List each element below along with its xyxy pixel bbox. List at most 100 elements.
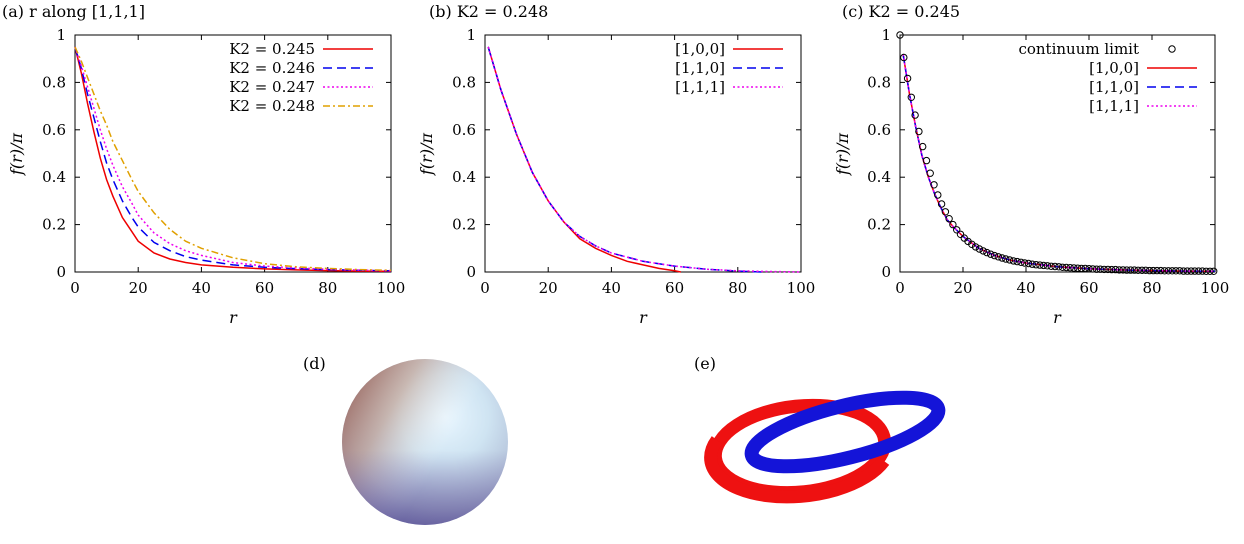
chart2-continuum-point [1119,266,1127,274]
chart2-continuum-point [1032,261,1040,269]
chart1-xtick-label: 80 [728,279,747,297]
chart0-ytick-label: 1 [56,26,66,44]
chart2-continuum-point [968,240,976,249]
chart2-continuum-point [1130,266,1139,274]
chart1-ytick-label: 0.2 [452,216,476,234]
chart0-ytick-label: 0.2 [42,216,66,234]
chart2-continuum-point [1134,266,1142,274]
chart0-xtick-label: 60 [255,279,274,297]
chart1-series-0-line [487,46,682,273]
chart2-continuum-point [1089,265,1097,273]
sphere-bottom-shading [342,359,508,525]
chart2-continuum-point [1149,266,1158,275]
chart2-continuum-point [896,31,904,39]
chart2-continuum-point [1179,267,1188,275]
chart1-legend-label: [1,1,0] [675,59,725,77]
chart2-continuum-point [1036,261,1044,269]
panel-e-label: (e) [694,354,716,373]
chart0-series-3-line [74,46,392,272]
chart1-ytick-label: 0.4 [452,168,476,186]
chart1-ytick-label: 0.6 [452,121,476,139]
chart1-xtick-label: 40 [602,279,621,297]
chart2-legend-label: [1,1,1] [1089,97,1139,115]
chart2-continuum-point [1017,258,1025,266]
chart2-ytick-label: 0 [881,263,891,281]
chart2-continuum-point [1206,267,1214,275]
chart2-continuum-point [1096,265,1105,273]
chart2-legend-marker [1168,45,1176,53]
chart2-continuum-point [930,181,938,189]
chart0-xtick-label: 0 [70,279,80,297]
chart2-continuum-point [903,74,912,83]
chart2-ytick-label: 1 [881,26,891,44]
chart2-continuum-point [915,127,923,136]
chart2-continuum-point [1198,267,1207,275]
red-ring-front [704,436,890,504]
chart2-continuum-point [994,253,1002,261]
chart2-frame [899,34,1216,273]
chart2-xtick-label: 80 [1142,279,1161,297]
chart1-series-1-line [487,46,764,273]
chart2-continuum-point [1039,261,1048,270]
chart2-continuum-point [1138,266,1146,274]
chart0-series-2-line [74,46,392,272]
chart2-continuum-point [990,251,999,260]
panel-d-label: (d) [303,354,326,373]
chart2-continuum-point [1013,257,1021,266]
chart2-continuum-point [1183,267,1192,275]
chart0-frame [74,34,392,273]
chart1-legend-label: [1,0,0] [675,40,725,58]
chart2-continuum-point [1100,265,1108,274]
chart2-continuum-point [1108,265,1116,274]
panel-a-ylabel: f(r)/π [7,133,26,176]
chart2-continuum-point [1051,262,1059,271]
chart2-continuum-point [1157,266,1165,275]
chart1-frame [484,34,802,273]
chart2-continuum-point [1210,267,1218,275]
chart2-continuum-point [941,208,950,216]
chart2-continuum-point [971,243,980,251]
chart2-continuum-point [1092,265,1101,273]
chart2-continuum-point [1194,267,1203,275]
chart2-continuum-point [975,245,984,253]
chart0-xtick-label: 20 [129,279,148,297]
chart1-xtick-label: 60 [665,279,684,297]
blue-ring [744,390,946,474]
panel-c-ylabel: f(r)/π [833,133,852,176]
chart2-continuum-point [1028,260,1037,268]
panel-a: (a) r along [1,1,1] f(r)/π r 0 20 40 60 80 10… [2,2,405,327]
chart2-continuum-point [1202,267,1210,275]
chart1-ytick-label: 0 [466,263,476,281]
panel-b-xlabel: r [639,308,648,327]
chart2-continuum-point [1111,265,1120,274]
chart2-continuum-point [926,169,934,177]
chart2-continuum-point [956,230,965,239]
chart2-continuum-point [1024,259,1033,268]
chart0-legend-label: K2 = 0.246 [229,59,315,77]
chart0-series-1-line [74,46,392,272]
chart1-ytick-label: 0.8 [452,73,476,91]
chart0-ytick-label: 0.8 [42,73,66,91]
chart0-legend-label: K2 = 0.248 [229,97,315,115]
chart1-ytick-label: 1 [466,26,476,44]
chart2-continuum-point [987,250,995,258]
chart2-continuum-point [937,200,946,208]
chart2-continuum-point [1055,263,1063,271]
chart2-ytick-label: 0.2 [867,216,891,234]
chart0-xtick-label: 100 [377,279,406,297]
chart1-series-2-line [487,46,802,273]
linked-rings-image [704,390,946,504]
chart2-continuum-point [1066,264,1074,272]
chart2-continuum-point [1123,266,1131,274]
chart2-continuum-point [1058,263,1067,271]
chart2-xtick-label: 100 [1201,279,1230,297]
panel-c-label: (c) K2 = 0.245 [842,2,960,21]
chart0-xtick-label: 40 [192,279,211,297]
panel-e: (e) [694,354,946,504]
chart2-continuum-point [979,247,987,255]
chart1-xtick-label: 0 [480,279,490,297]
chart2-continuum-point [1077,264,1086,273]
chart2-continuum-point [949,220,957,229]
panel-a-label: (a) r along [1,1,1] [2,2,145,21]
